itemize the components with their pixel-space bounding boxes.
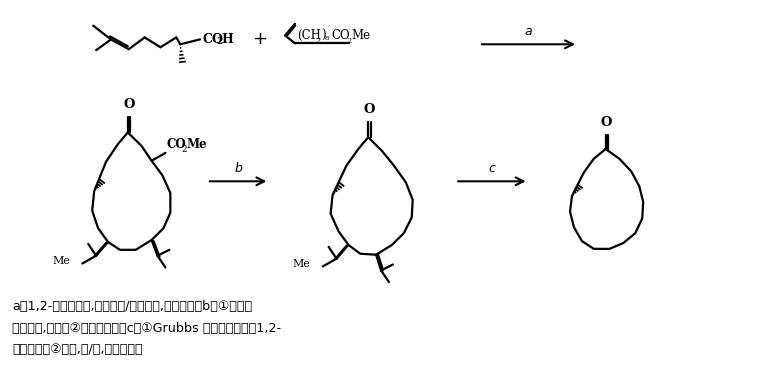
Text: Me: Me	[293, 258, 311, 269]
Text: CO: CO	[166, 138, 186, 151]
Text: H: H	[222, 33, 234, 46]
Text: 2: 2	[347, 37, 351, 45]
Text: Me: Me	[53, 256, 70, 265]
Text: a: a	[525, 25, 533, 38]
Text: CO: CO	[202, 33, 223, 46]
Text: CO: CO	[331, 29, 350, 42]
Text: +: +	[252, 30, 267, 48]
Text: (CH: (CH	[297, 29, 321, 42]
Text: Me: Me	[187, 138, 207, 151]
Text: O: O	[601, 117, 612, 129]
Text: O: O	[364, 103, 375, 116]
Text: 2: 2	[316, 37, 321, 45]
Text: ): )	[320, 29, 325, 42]
Text: c: c	[488, 162, 495, 176]
Text: O: O	[123, 98, 135, 111]
Text: 钠水溶液,甲醇；②盐酸水溶液；c．①Grubbs 第二代催化剂；1,2-: 钠水溶液,甲醇；②盐酸水溶液；c．①Grubbs 第二代催化剂；1,2-	[12, 322, 281, 335]
Text: b: b	[235, 162, 242, 176]
Text: ₈: ₈	[324, 32, 329, 42]
Text: 2: 2	[217, 38, 223, 47]
Text: 2: 2	[181, 145, 187, 154]
Text: Me: Me	[351, 29, 371, 42]
Text: a．1,2-二甲基咪唑,四氯化钛/三丁基胺,二氯甲烷；b．①氢氧化: a．1,2-二甲基咪唑,四氯化钛/三丁基胺,二氯甲烷；b．①氢氧化	[12, 300, 252, 313]
Text: 二氯乙烷；②氢气,钯/碳,乙酸乙酯）: 二氯乙烷；②氢气,钯/碳,乙酸乙酯）	[12, 343, 142, 356]
